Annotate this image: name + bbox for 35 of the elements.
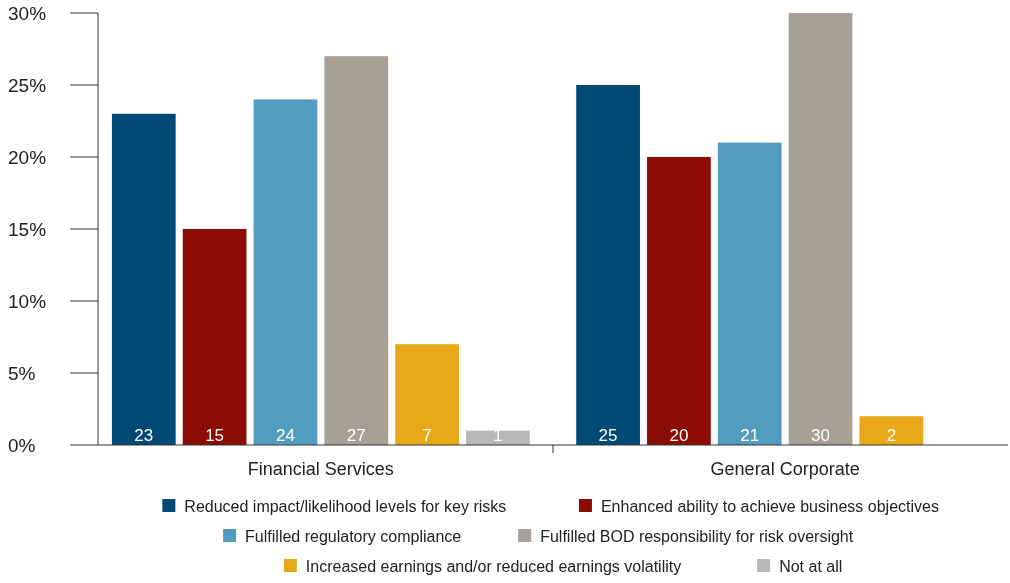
data-label: 27: [346, 426, 366, 445]
y-tick-label: 10%: [8, 291, 47, 312]
bar: [111, 113, 176, 445]
data-label: 24: [275, 426, 295, 445]
y-tick-label: 30%: [8, 3, 47, 24]
bar: [182, 229, 247, 445]
y-tick-label: 0%: [8, 435, 36, 456]
y-tick-label: 25%: [8, 75, 47, 96]
y-tick-label: 15%: [8, 219, 47, 240]
y-tick-label: 5%: [8, 363, 36, 384]
bar: [324, 56, 389, 445]
bar: [395, 344, 459, 445]
data-label: 21: [740, 426, 760, 445]
legend-label: Reduced impact/likelihood levels for key risks: [184, 498, 507, 515]
bar: [647, 157, 711, 445]
legend-label: Fulfilled regulatory compliance: [245, 528, 462, 545]
bar: [788, 13, 853, 445]
legend-label: Increased earnings and/or reduced earnings volatility: [305, 558, 682, 575]
data-label: 30: [811, 426, 831, 445]
bar: [253, 99, 318, 445]
data-label: 20: [669, 426, 689, 445]
data-label: 15: [205, 426, 225, 445]
data-label: 25: [598, 426, 618, 445]
x-tick-label: Financial Services: [247, 459, 394, 479]
legend-label: Fulfilled BOD responsibility for risk oversight: [540, 528, 854, 545]
bar: [576, 85, 640, 445]
y-tick-label: 20%: [8, 147, 47, 168]
x-tick-label: General Corporate: [710, 459, 860, 479]
bar: [859, 416, 924, 445]
legend-label: Not at all: [779, 558, 843, 575]
bar: [717, 142, 782, 445]
data-label: 7: [422, 426, 432, 445]
data-label: 23: [134, 426, 154, 445]
data-label: 2: [886, 426, 897, 445]
legend-label: Enhanced ability to achieve business objectives: [600, 498, 939, 515]
